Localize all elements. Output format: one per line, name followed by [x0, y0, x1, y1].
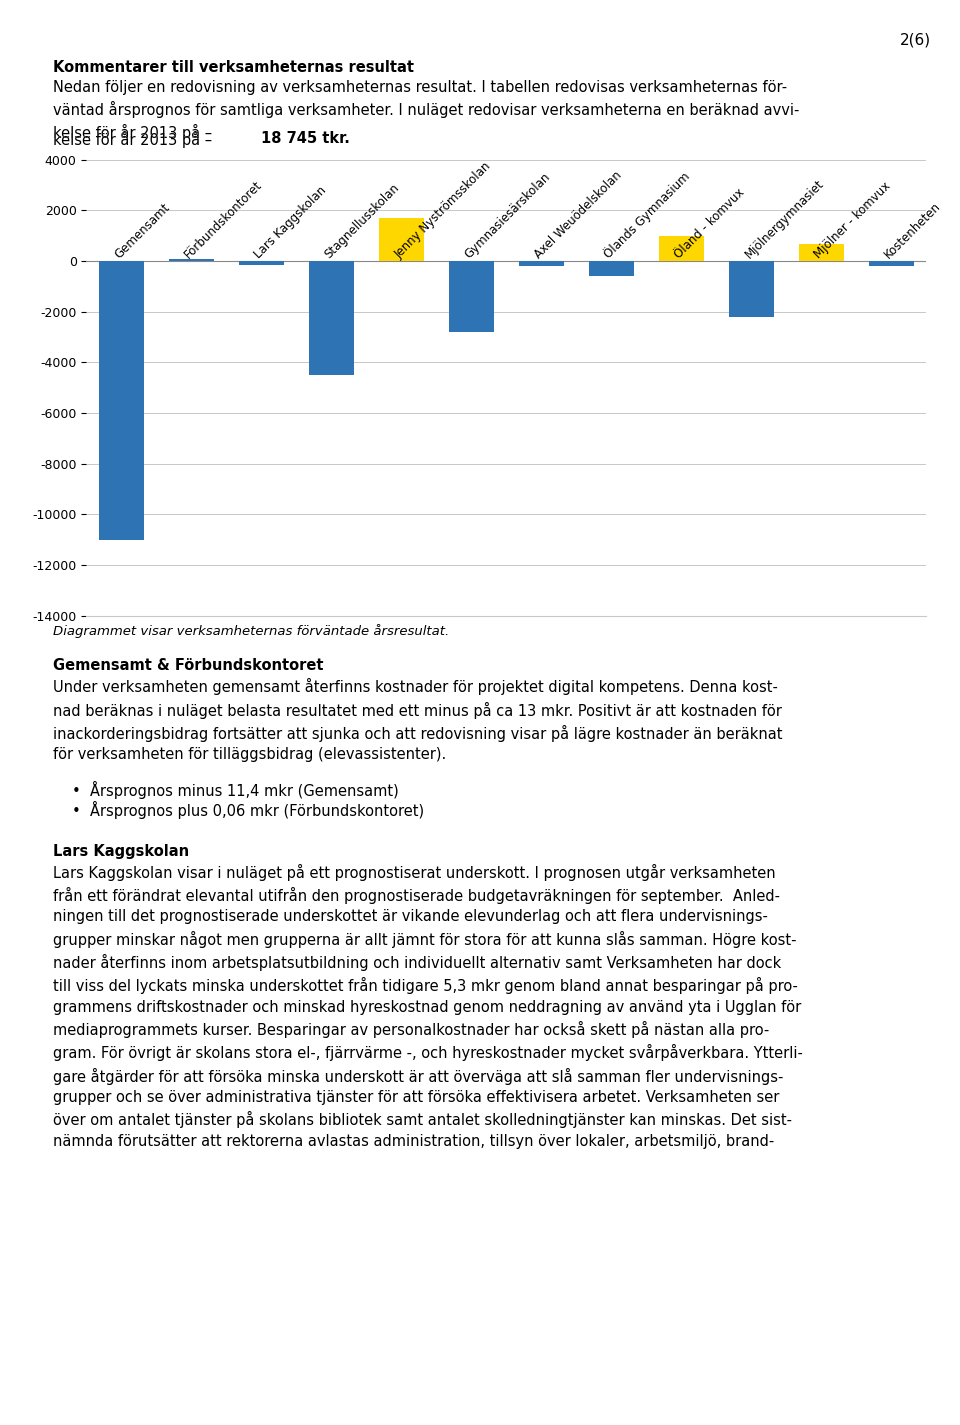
Text: kelse för år 2013 på –: kelse för år 2013 på –	[53, 131, 217, 148]
Text: kelse för år 2013 på –: kelse för år 2013 på –	[53, 131, 217, 148]
Bar	[378, 218, 424, 261]
Text: Gymnasiesärskolan: Gymnasiesärskolan	[462, 170, 553, 261]
Text: Gemensamt: Gemensamt	[112, 201, 173, 261]
Bar	[99, 261, 144, 540]
Bar	[518, 261, 564, 266]
Text: Öland - komvux: Öland - komvux	[672, 185, 748, 261]
Text: Diagrammet visar verksamheternas förväntade årsresultat.: Diagrammet visar verksamheternas förvänt…	[53, 624, 449, 638]
Bar	[869, 261, 914, 266]
Bar	[799, 245, 844, 261]
Bar	[239, 261, 284, 265]
Text: 18 745 tkr.: 18 745 tkr.	[261, 131, 350, 147]
Text: Kommentarer till verksamheternas resultat: Kommentarer till verksamheternas resulta…	[53, 60, 414, 76]
Text: Ölands Gymnasium: Ölands Gymnasium	[602, 170, 693, 261]
Bar	[448, 261, 494, 332]
Text: •  Årsprognos minus 11,4 mkr (Gemensamt): • Årsprognos minus 11,4 mkr (Gemensamt)	[72, 781, 398, 799]
Bar	[729, 261, 774, 316]
Text: Jenny Nyströmsskolan: Jenny Nyströmsskolan	[393, 160, 493, 261]
Bar	[588, 261, 635, 276]
Text: •  Årsprognos plus 0,06 mkr (Förbundskontoret): • Årsprognos plus 0,06 mkr (Förbundskont…	[72, 801, 424, 819]
Text: Förbundskontoret: Förbundskontoret	[182, 178, 265, 261]
Text: Mjölner - komvux: Mjölner - komvux	[812, 180, 894, 261]
Bar	[309, 261, 354, 375]
Text: Mjölnergymnasiet: Mjölnergymnasiet	[742, 177, 827, 261]
Text: Kostenheten: Kostenheten	[882, 200, 944, 261]
Text: Lars Kaggskolan: Lars Kaggskolan	[252, 184, 329, 261]
Text: Gemensamt & Förbundskontoret: Gemensamt & Förbundskontoret	[53, 658, 324, 674]
Text: Lars Kaggskolan: Lars Kaggskolan	[53, 844, 189, 859]
Text: Axel Weuödelskolan: Axel Weuödelskolan	[532, 168, 625, 261]
Bar	[659, 235, 704, 261]
Bar	[169, 259, 214, 261]
Text: 2(6): 2(6)	[900, 33, 931, 48]
Text: Stagnellusskolan: Stagnellusskolan	[323, 181, 402, 261]
Text: Nedan följer en redovisning av verksamheternas resultat. I tabellen redovisas ve: Nedan följer en redovisning av verksamhe…	[53, 80, 799, 141]
Text: Lars Kaggskolan visar i nuläget på ett prognostiserat underskott. I prognosen ut: Lars Kaggskolan visar i nuläget på ett p…	[53, 864, 803, 1149]
Text: Under verksamheten gemensamt återfinns kostnader för projektet digital kompetens: Under verksamheten gemensamt återfinns k…	[53, 678, 782, 762]
